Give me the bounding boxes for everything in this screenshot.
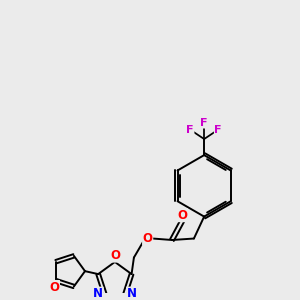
Text: O: O [177, 208, 187, 222]
Text: F: F [186, 125, 194, 135]
Text: F: F [200, 118, 208, 128]
Text: O: O [143, 232, 153, 245]
Text: O: O [50, 280, 59, 294]
Text: N: N [127, 287, 136, 300]
Text: F: F [214, 125, 222, 135]
Text: N: N [93, 287, 103, 300]
Text: O: O [110, 249, 120, 262]
